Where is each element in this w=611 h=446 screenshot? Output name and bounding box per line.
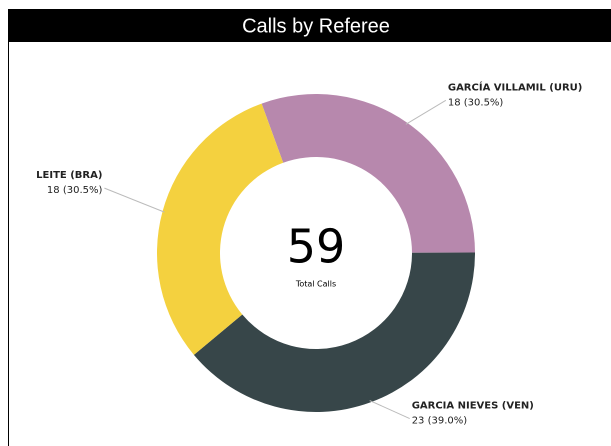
slice-label: GARCÍA VILLAMIL (URU) [448,80,582,93]
title-bar [8,9,611,42]
slice-label: GARCIA NIEVES (VEN) [412,401,534,412]
leader-line [104,187,165,213]
donut-slice [157,103,284,355]
donut-slice [261,94,475,253]
slice-label: LEITE (BRA) [36,170,102,181]
leader-line [405,99,447,125]
chart-title: Calls by Referee [242,15,390,37]
slice-value-label: 18 (30.5%) [448,97,504,108]
total-value: 59 [287,220,346,274]
total-label: Total Calls [295,280,336,289]
slice-value-label: 18 (30.5%) [47,185,103,196]
slice-value-label: 23 (39.0%) [412,416,468,427]
donut-slice [193,252,476,412]
leader-line [369,400,410,419]
